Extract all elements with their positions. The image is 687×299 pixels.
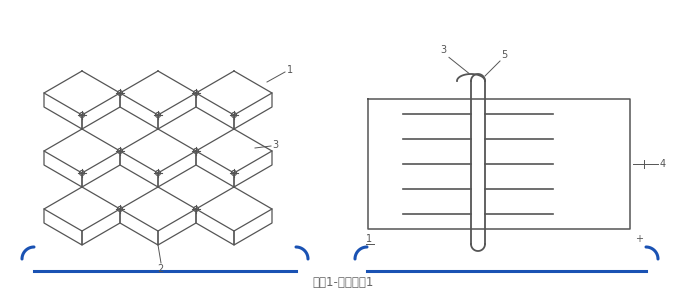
- Text: +: +: [635, 234, 643, 244]
- Text: 3: 3: [272, 140, 278, 150]
- Text: 2: 2: [157, 264, 163, 274]
- Text: 1: 1: [287, 65, 293, 75]
- Text: 1: 1: [366, 234, 372, 244]
- Text: 5: 5: [501, 50, 507, 60]
- Text: 4: 4: [660, 159, 666, 169]
- Text: 附图1-对比文件1: 附图1-对比文件1: [313, 276, 374, 289]
- Text: 3: 3: [440, 45, 446, 55]
